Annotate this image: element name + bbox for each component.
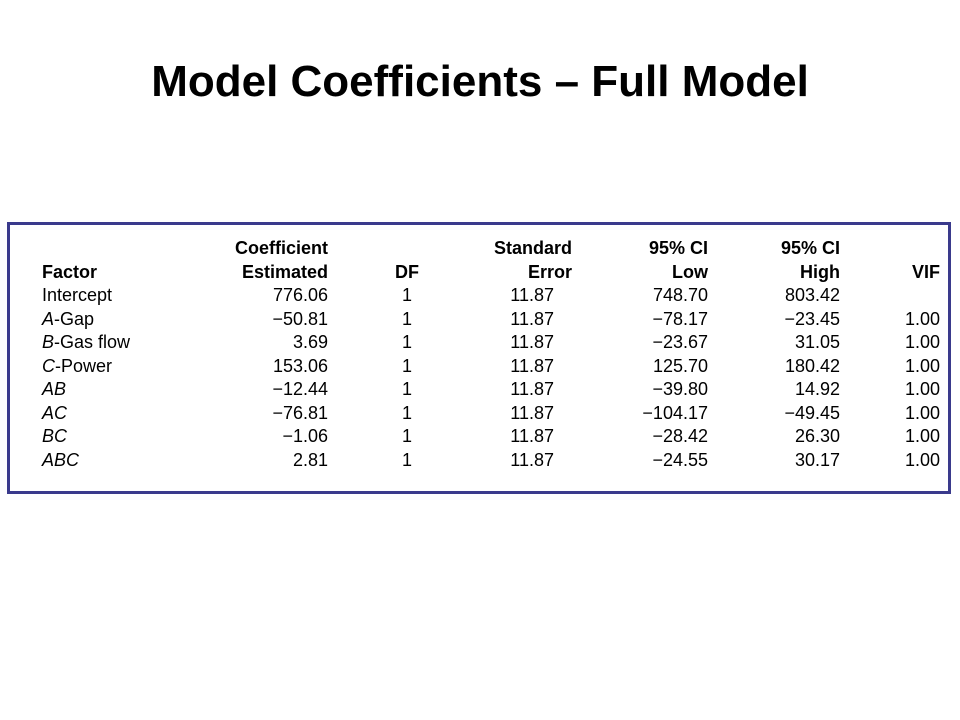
std-error-cell: 11.87 <box>510 285 554 305</box>
coefficient-cell: 2.81 <box>292 449 328 470</box>
ci-low-cell: −24.55 <box>652 449 708 470</box>
df-cell: 1 <box>401 332 412 352</box>
factor-cell: AB <box>42 378 66 402</box>
factor-letter: ABC <box>42 449 80 470</box>
header-vif: VIF <box>911 261 940 282</box>
std-error-cell: 11.87 <box>510 308 554 329</box>
df-cell: 1 <box>401 308 412 329</box>
factor-cell: C-Power <box>42 355 112 379</box>
factor-name: -Gap <box>54 308 95 329</box>
factor-cell: A-Gap <box>42 308 94 332</box>
std-error-cell: 11.87 <box>510 355 554 376</box>
df-cell: 1 <box>401 449 412 470</box>
coefficient-cell: 153.06 <box>272 355 328 376</box>
df-cell: 1 <box>401 379 412 399</box>
ci-high-cell: 31.05 <box>794 332 840 352</box>
std-error-cell: 11.87 <box>510 402 554 423</box>
ci-high-cell: −23.45 <box>784 308 840 329</box>
coefficient-cell: −1.06 <box>282 426 328 446</box>
ci-low-cell: −104.17 <box>642 402 708 423</box>
ci-high-cell: 803.42 <box>784 285 840 305</box>
vif-cell: 1.00 <box>904 308 940 329</box>
factor-letter: A <box>42 308 55 329</box>
ci-high-cell: 14.92 <box>794 379 840 399</box>
coefficient-cell: −76.81 <box>272 402 328 423</box>
ci-low-cell: −28.42 <box>652 426 708 446</box>
factor-letter: BC <box>42 426 68 446</box>
header-ci-high: High <box>800 261 840 282</box>
factor-cell: AC <box>42 402 67 426</box>
ci-low-cell: −78.17 <box>652 308 708 329</box>
vif-cell: 1.00 <box>904 379 940 399</box>
header-df: DF <box>395 261 419 282</box>
std-error-cell: 11.87 <box>510 379 554 399</box>
page-title: Model Coefficients – Full Model <box>151 57 809 106</box>
vif-cell: 1.00 <box>904 355 940 376</box>
df-cell: 1 <box>401 402 412 423</box>
std-error-cell: 11.87 <box>510 449 554 470</box>
std-error-cell: 11.87 <box>510 426 554 446</box>
ci-low-cell: 748.70 <box>652 285 708 305</box>
factor-cell: ABC <box>42 449 79 473</box>
factor-cell: BC <box>42 425 67 449</box>
coefficients-table-frame: Coefficient Standard 95% CI 95% CI Facto… <box>7 222 951 494</box>
coefficient-cell: 3.69 <box>292 332 328 352</box>
vif-cell: 1.00 <box>904 402 940 423</box>
vif-cell: 1.00 <box>904 426 940 446</box>
header-factor: Factor <box>42 261 98 282</box>
header-ci-low-top: 95% CI <box>648 238 708 258</box>
header-ci-low: Low <box>672 261 708 282</box>
factor-letter: C <box>42 355 55 376</box>
ci-low-cell: −23.67 <box>652 332 708 352</box>
header-std-error-top: Standard <box>493 238 572 258</box>
factor-name: -Gas flow <box>54 332 131 352</box>
factor-letter: AC <box>42 402 68 423</box>
factor-cell: Intercept <box>42 284 112 308</box>
vif-cell: 1.00 <box>904 449 940 470</box>
df-cell: 1 <box>401 355 412 376</box>
df-cell: 1 <box>401 426 412 446</box>
ci-high-cell: 26.30 <box>794 426 840 446</box>
coefficient-cell: 776.06 <box>272 285 328 305</box>
factor-cell: B-Gas flow <box>42 331 130 355</box>
header-ci-high-top: 95% CI <box>780 238 840 258</box>
ci-high-cell: 30.17 <box>794 449 840 470</box>
header-std-error: Error <box>527 261 572 282</box>
ci-high-cell: 180.42 <box>784 355 840 376</box>
factor-name: Intercept <box>42 285 113 305</box>
header-coefficient-top: Coefficient <box>234 238 328 258</box>
coefficient-cell: −12.44 <box>272 379 328 399</box>
ci-low-cell: −39.80 <box>652 379 708 399</box>
std-error-cell: 11.87 <box>510 332 554 352</box>
coefficient-cell: −50.81 <box>272 308 328 329</box>
vif-cell: 1.00 <box>904 332 940 352</box>
ci-low-cell: 125.70 <box>652 355 708 376</box>
factor-letter: AB <box>42 379 67 399</box>
df-cell: 1 <box>401 285 412 305</box>
factor-name: -Power <box>55 355 113 376</box>
ci-high-cell: −49.45 <box>784 402 840 423</box>
header-coefficient: Estimated <box>241 261 328 282</box>
factor-letter: B <box>42 332 55 352</box>
